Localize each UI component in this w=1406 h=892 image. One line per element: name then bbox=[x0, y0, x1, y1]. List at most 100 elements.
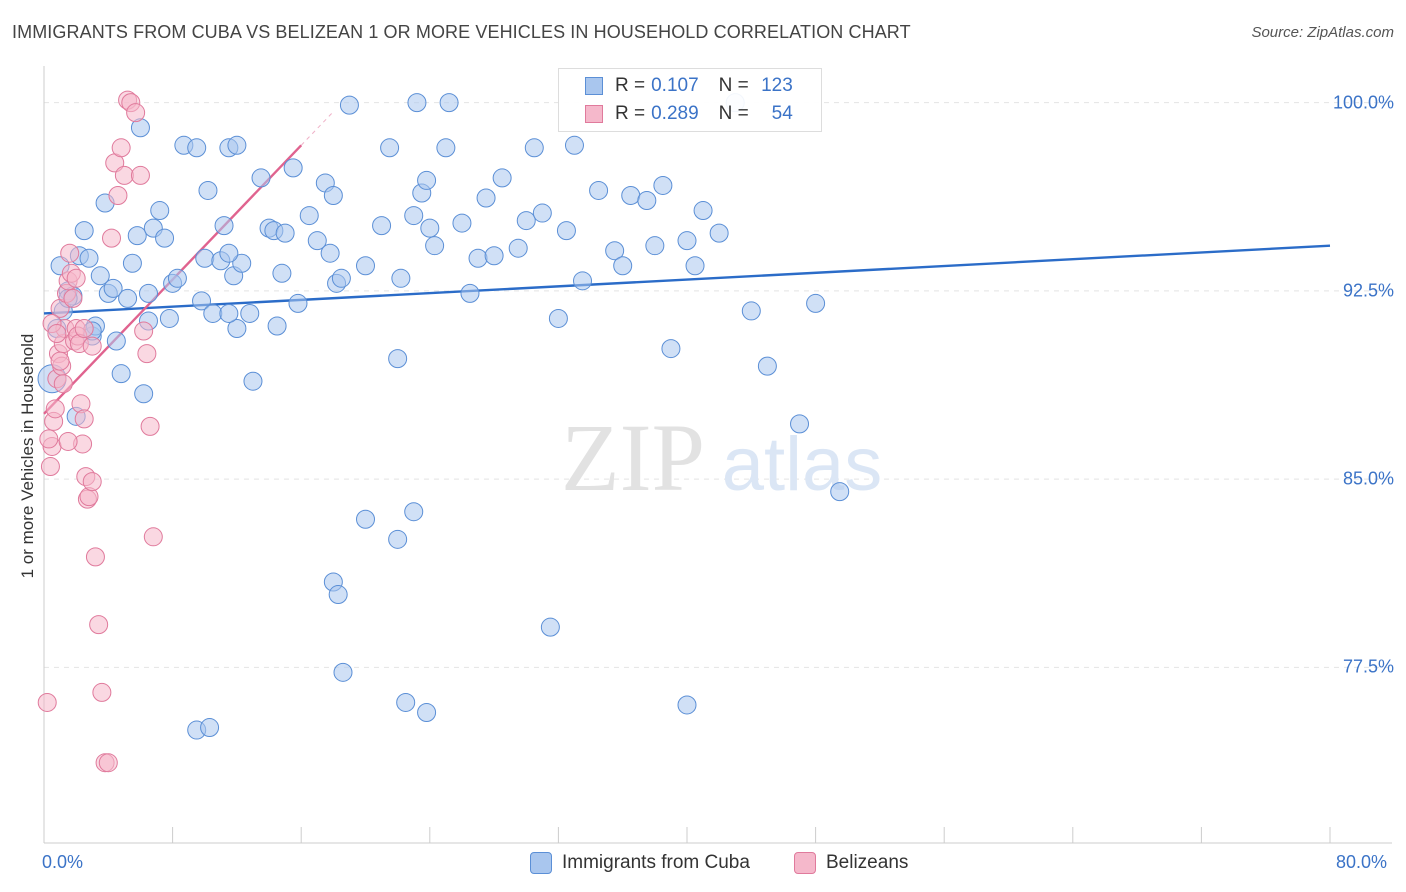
point-cuba bbox=[388, 349, 408, 369]
point-belizeans bbox=[114, 165, 134, 185]
point-cuba bbox=[331, 268, 351, 288]
point-cuba bbox=[333, 662, 353, 682]
point-cuba bbox=[532, 203, 552, 223]
point-cuba bbox=[790, 414, 810, 434]
point-cuba bbox=[267, 316, 287, 336]
point-cuba bbox=[240, 303, 260, 323]
legend-swatch-cuba bbox=[585, 77, 603, 95]
point-cuba bbox=[155, 228, 175, 248]
point-cuba bbox=[404, 206, 424, 226]
point-belizeans bbox=[143, 527, 163, 547]
point-cuba bbox=[187, 138, 207, 158]
point-cuba bbox=[439, 93, 459, 113]
point-belizeans bbox=[45, 399, 65, 419]
point-cuba bbox=[122, 253, 142, 273]
point-belizeans bbox=[40, 457, 60, 477]
point-belizeans bbox=[74, 319, 94, 339]
point-cuba bbox=[757, 356, 777, 376]
point-belizeans bbox=[50, 351, 70, 371]
point-cuba bbox=[111, 364, 131, 384]
point-cuba bbox=[283, 158, 303, 178]
point-cuba bbox=[198, 180, 218, 200]
point-cuba bbox=[275, 223, 295, 243]
point-cuba bbox=[339, 95, 359, 115]
point-cuba bbox=[391, 268, 411, 288]
point-cuba bbox=[508, 238, 528, 258]
point-cuba bbox=[356, 509, 375, 529]
point-cuba bbox=[195, 248, 215, 268]
point-cuba bbox=[372, 216, 392, 236]
point-cuba bbox=[106, 331, 126, 351]
point-cuba bbox=[425, 236, 445, 256]
point-cuba bbox=[645, 236, 665, 256]
point-belizeans bbox=[58, 431, 78, 451]
regression-line-cuba bbox=[43, 244, 1331, 315]
legend-n-value: 54 bbox=[771, 103, 793, 124]
legend-n-value: 123 bbox=[761, 75, 793, 96]
point-cuba bbox=[219, 303, 239, 323]
series-legend-cuba: Immigrants from Cuba bbox=[530, 852, 750, 874]
point-cuba bbox=[484, 246, 504, 266]
point-belizeans bbox=[63, 288, 83, 308]
point-cuba bbox=[621, 185, 641, 205]
series-label-belizeans: Belizeans bbox=[826, 852, 909, 873]
watermark-zip: ZIP bbox=[561, 404, 705, 511]
point-belizeans bbox=[140, 416, 160, 436]
point-cuba bbox=[420, 218, 440, 238]
point-cuba bbox=[74, 221, 94, 241]
point-cuba bbox=[251, 168, 271, 188]
point-cuba bbox=[159, 308, 179, 328]
point-cuba bbox=[232, 253, 252, 273]
watermark-atlas: atlas bbox=[722, 422, 883, 507]
legend-row-belizeans: R = 0.289 N = 54 bbox=[585, 101, 793, 127]
point-cuba bbox=[192, 291, 212, 311]
legend-n-label: N = bbox=[718, 103, 749, 124]
point-cuba bbox=[564, 135, 584, 155]
point-belizeans bbox=[92, 682, 112, 702]
chart-title: IMMIGRANTS FROM CUBA VS BELIZEAN 1 OR MO… bbox=[12, 22, 911, 42]
point-cuba bbox=[356, 256, 375, 276]
point-cuba bbox=[127, 226, 147, 246]
point-belizeans bbox=[134, 321, 154, 341]
point-belizeans bbox=[60, 243, 80, 263]
point-cuba bbox=[589, 180, 609, 200]
legend-r-value: 0.107 bbox=[651, 75, 699, 96]
point-cuba bbox=[540, 617, 560, 637]
point-cuba bbox=[830, 482, 850, 502]
point-cuba bbox=[299, 206, 319, 226]
point-belizeans bbox=[137, 344, 157, 364]
legend-swatch-belizeans bbox=[585, 105, 603, 123]
point-cuba bbox=[524, 138, 544, 158]
point-cuba bbox=[407, 93, 427, 113]
point-cuba bbox=[167, 268, 187, 288]
y-axis-label: 1 or more Vehicles in Household bbox=[18, 333, 37, 579]
point-cuba bbox=[677, 231, 697, 251]
point-cuba bbox=[214, 216, 234, 236]
point-cuba bbox=[380, 138, 400, 158]
point-cuba bbox=[396, 692, 416, 712]
point-cuba bbox=[219, 243, 239, 263]
point-cuba bbox=[417, 702, 437, 722]
point-belizeans bbox=[82, 472, 102, 492]
point-cuba bbox=[150, 201, 170, 221]
legend-r-label: R = bbox=[615, 103, 646, 124]
point-belizeans bbox=[82, 336, 102, 356]
point-cuba bbox=[90, 266, 110, 286]
point-belizeans bbox=[111, 138, 131, 158]
series-swatch-belizeans bbox=[794, 852, 816, 874]
y-tick-label: 100.0% bbox=[1332, 92, 1394, 113]
point-cuba bbox=[677, 695, 697, 715]
point-belizeans bbox=[108, 185, 128, 205]
point-belizeans bbox=[130, 165, 150, 185]
point-cuba bbox=[320, 243, 340, 263]
point-cuba bbox=[468, 248, 488, 268]
x-tick-label-min: 0.0% bbox=[42, 852, 84, 872]
grid-lines bbox=[44, 102, 1392, 668]
series-label-cuba: Immigrants from Cuba bbox=[562, 852, 750, 873]
watermark: ZIP atlas bbox=[561, 404, 882, 511]
point-cuba bbox=[200, 718, 220, 738]
point-cuba bbox=[288, 293, 308, 313]
legend-n-label: N = bbox=[718, 75, 749, 96]
series-swatch-cuba bbox=[530, 852, 552, 874]
